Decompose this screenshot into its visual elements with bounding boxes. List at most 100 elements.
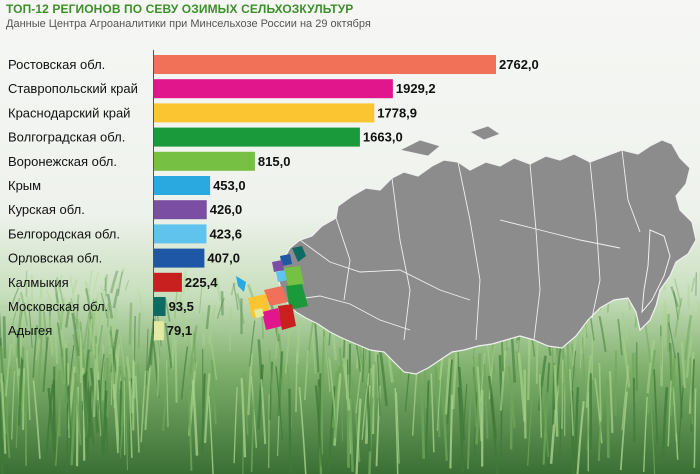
grass-blade	[318, 373, 322, 448]
grass-blade	[189, 325, 198, 375]
grass-blade	[457, 387, 465, 473]
grass-blade	[236, 293, 245, 324]
grass-blade	[106, 293, 114, 319]
grass-blade	[598, 315, 607, 353]
kalmykia-area	[278, 304, 296, 330]
grass-blade	[128, 381, 133, 458]
chart-subtitle: Данные Центра Агроаналитики при Минсельх…	[6, 18, 371, 30]
grass-blade	[608, 370, 614, 433]
grass-blade	[165, 360, 169, 428]
grass-blade	[93, 359, 97, 417]
grass-blade	[351, 378, 361, 462]
grass-blade	[621, 312, 629, 341]
bar-group: Ростовская обл. 2762,0 Ставропольский край…	[8, 55, 539, 341]
grass-blade	[128, 302, 133, 345]
grass-blade	[162, 367, 170, 431]
grass-blade	[84, 280, 91, 302]
category-label: Калмыкия	[8, 275, 69, 290]
grass-blade	[38, 329, 44, 384]
grass-blade	[260, 379, 267, 445]
grass-blade	[574, 387, 580, 463]
archipelago-north	[398, 125, 501, 157]
grass-blade	[2, 316, 7, 359]
category-label: Ростовская обл.	[8, 57, 105, 72]
grass-blade	[568, 369, 574, 436]
adygea-area	[254, 308, 264, 318]
grass-blade	[606, 379, 610, 458]
grass-blade	[674, 278, 682, 306]
grass-blade	[124, 279, 130, 291]
grass-blade	[55, 277, 65, 305]
bar	[154, 103, 375, 123]
category-label: Курская обл.	[8, 202, 85, 217]
category-label: Крым	[8, 178, 41, 193]
grass-blade	[488, 342, 496, 400]
grass-blade	[214, 277, 222, 302]
grass-blade	[118, 326, 126, 377]
grass-blade	[510, 336, 516, 383]
grass-blade	[134, 375, 140, 453]
bar	[154, 176, 211, 195]
bar	[154, 127, 360, 147]
value-label: 79,1	[167, 323, 192, 338]
grass-blade	[208, 395, 214, 474]
grass-blade	[96, 307, 103, 347]
grass-blade	[591, 329, 594, 380]
grass-blade	[133, 316, 136, 362]
grass-blade	[99, 285, 107, 301]
grass-blade	[436, 358, 443, 431]
grass-blade	[523, 369, 527, 439]
value-label: 1778,9	[377, 105, 417, 120]
grass-blade	[663, 305, 668, 348]
grass-blade	[594, 378, 603, 444]
value-label: 1929,2	[396, 81, 436, 96]
grass-blade	[112, 384, 120, 454]
grass-blade	[685, 336, 693, 378]
grass-blade	[537, 355, 547, 411]
grass-blade	[144, 367, 152, 430]
bar	[154, 297, 166, 316]
grass-blade	[69, 276, 75, 303]
grass-blade	[394, 387, 399, 474]
grass-blade	[457, 366, 466, 441]
value-label: 1663,0	[363, 130, 403, 145]
grass-blade	[673, 291, 679, 320]
grass-blade	[32, 380, 41, 459]
voronezh-area	[284, 266, 304, 286]
grass-blade	[28, 303, 33, 348]
grass-blade	[689, 357, 694, 425]
grass-blade	[338, 347, 345, 397]
grass-blade	[649, 394, 656, 474]
value-label: 453,0	[213, 178, 246, 193]
grass-blade	[617, 318, 623, 356]
grass-blade	[70, 297, 76, 321]
grass-blade	[507, 366, 516, 429]
grass-blade	[693, 388, 697, 468]
value-label: 93,5	[169, 299, 194, 314]
moscow-area	[292, 246, 306, 262]
grass-blade	[123, 380, 126, 456]
grass-blade	[434, 366, 441, 438]
russia-map-shape	[277, 139, 697, 375]
grass-blade	[487, 375, 498, 439]
grass-blade	[621, 336, 631, 388]
grass-blade	[13, 295, 21, 322]
grass-blade	[205, 305, 211, 330]
category-label: Ставропольский край	[8, 81, 138, 96]
grass-blade	[207, 304, 217, 344]
grass-blade	[690, 277, 696, 292]
grass-blade	[667, 380, 672, 447]
grass-blade	[92, 306, 96, 347]
grass-blade	[598, 363, 602, 422]
grass-blade	[88, 269, 93, 293]
grass-blade	[172, 301, 177, 330]
grass-blade	[483, 364, 489, 439]
grass-blade	[11, 287, 20, 305]
grass-blade	[39, 278, 43, 299]
grass-blade	[164, 322, 173, 369]
grass-blade	[334, 371, 338, 439]
grass-blade	[697, 301, 700, 332]
value-label: 225,4	[185, 275, 218, 290]
grass-blade	[646, 339, 656, 394]
